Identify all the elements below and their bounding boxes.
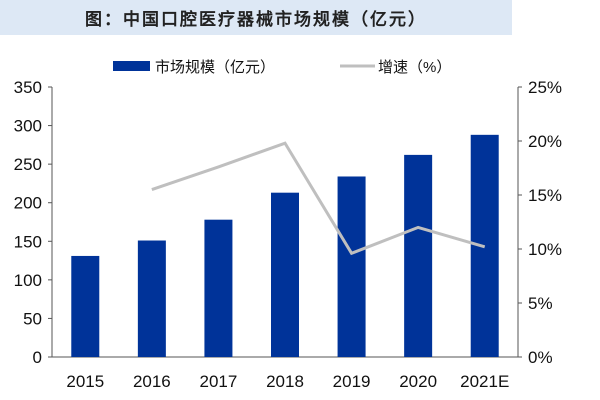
x-tick-label: 2021E [460, 372, 509, 391]
left-tick-label: 200 [14, 194, 42, 213]
right-tick-label: 0% [528, 348, 553, 367]
right-tick-label: 20% [528, 132, 562, 151]
right-tick-label: 10% [528, 240, 562, 259]
growth-line [151, 141, 486, 256]
title-band: 图：中国口腔医疗器械市场规模（亿元） [0, 0, 512, 35]
chart-title: 图：中国口腔医疗器械市场规模（亿元） [85, 10, 427, 30]
legend-bar-swatch [113, 61, 150, 71]
x-tick-label: 2020 [399, 372, 437, 391]
x-tick-label: 2018 [266, 372, 304, 391]
left-tick-label: 350 [14, 78, 42, 97]
x-tick-label: 2019 [333, 372, 371, 391]
bar-2015 [71, 255, 100, 357]
left-tick-label: 0 [33, 348, 42, 367]
left-tick-label: 300 [14, 117, 42, 136]
bar-2017 [204, 219, 233, 357]
bar-2016 [137, 240, 166, 357]
x-tick-label: 2016 [133, 372, 171, 391]
right-tick-label: 25% [528, 78, 562, 97]
left-tick-label: 250 [14, 155, 42, 174]
x-tick-label: 2017 [200, 372, 238, 391]
bar-2018 [271, 192, 299, 357]
right-tick-label: 5% [528, 294, 553, 313]
bar-2020 [404, 154, 433, 357]
bar-2019 [337, 176, 366, 357]
left-tick-label: 100 [14, 271, 42, 290]
right-tick-label: 15% [528, 186, 562, 205]
x-tick-label: 2015 [66, 372, 104, 391]
left-tick-label: 50 [23, 309, 42, 328]
legend-bar-label: 市场规模（亿元） [155, 59, 275, 76]
legend-line-label: 增速（%） [378, 59, 451, 76]
left-tick-label: 150 [14, 232, 42, 251]
